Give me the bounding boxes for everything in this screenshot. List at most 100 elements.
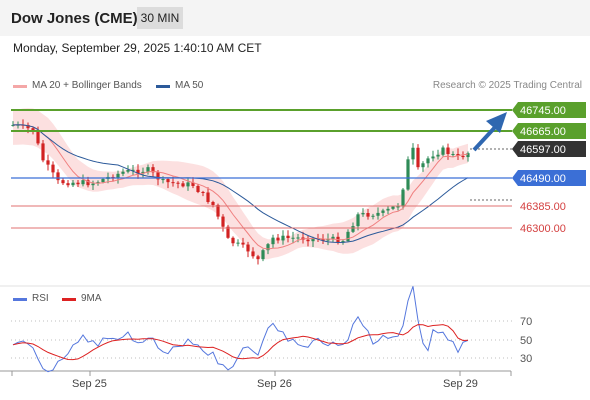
forecast-arrow-head — [486, 112, 507, 133]
candle-body — [376, 212, 380, 216]
candle-body — [276, 237, 280, 241]
time-label-sep25: Sep 25 — [72, 378, 107, 390]
candle-body — [11, 124, 15, 126]
timeframe-button[interactable]: 30 MIN — [137, 7, 183, 29]
level-tag-s2-text: 46300.00 — [520, 223, 566, 235]
candle-body — [136, 169, 140, 174]
candle-body — [311, 238, 315, 242]
candle-body — [66, 183, 70, 186]
rsi-line — [12, 286, 469, 373]
candle-body — [426, 158, 430, 164]
ma9-legend-swatch — [62, 298, 76, 301]
level-tag-r2: 46745.00 — [512, 102, 586, 118]
candle-body — [61, 180, 65, 184]
candle-body — [86, 180, 90, 186]
level-tag-r1-text: 46665.00 — [520, 126, 566, 138]
candle-body — [346, 231, 350, 242]
bollinger-band-area — [13, 108, 468, 260]
candle-body — [406, 159, 410, 190]
ma50-legend-swatch — [156, 85, 170, 88]
rsi-ma9-line — [12, 324, 469, 361]
candle-body — [356, 214, 360, 227]
candle-body — [411, 147, 415, 160]
candle-body — [171, 182, 175, 184]
header-bar: Dow Jones (CME) 30 MIN — [0, 0, 590, 36]
candle-body — [101, 179, 105, 183]
candle-body — [271, 237, 275, 245]
candlesticks — [11, 119, 470, 265]
level-tag-r1: 46665.00 — [512, 123, 586, 139]
rsi-legend-label: RSI — [32, 293, 49, 304]
candle-body — [266, 244, 270, 251]
candle-body — [36, 130, 40, 144]
candle-body — [306, 239, 310, 242]
ma50-legend-label: MA 50 — [175, 80, 204, 91]
candle-body — [371, 215, 375, 217]
candle-body — [51, 164, 55, 173]
ma20-legend-swatch — [13, 85, 27, 88]
candle-body — [161, 179, 165, 181]
ma50-line — [12, 124, 469, 244]
level-tag-r2-text: 46745.00 — [520, 105, 566, 117]
candle-body — [331, 236, 335, 239]
candle-body — [441, 147, 445, 155]
candle-body — [31, 128, 35, 131]
candle-body — [431, 156, 435, 159]
candle-body — [41, 143, 45, 161]
candle-body — [396, 206, 400, 208]
candle-body — [236, 242, 240, 244]
ma9-legend-label: 9MA — [81, 293, 102, 304]
candle-body — [466, 153, 470, 158]
level-tag-last-text: 46597.00 — [520, 144, 566, 156]
candle-body — [391, 206, 395, 209]
level-tag-last: 46597.00 — [512, 141, 586, 157]
candle-body — [326, 238, 330, 241]
candle-body — [81, 180, 85, 185]
candle-body — [56, 172, 60, 181]
candle-body — [341, 241, 345, 243]
candle-body — [91, 183, 95, 186]
candle-body — [206, 192, 210, 202]
time-label-sep29: Sep 29 — [443, 378, 478, 390]
candle-body — [246, 244, 250, 252]
candle-body — [201, 191, 205, 193]
candle-body — [321, 239, 325, 241]
candle-body — [26, 124, 30, 129]
candle-body — [446, 147, 450, 155]
candle-body — [71, 182, 75, 186]
instrument-title: Dow Jones (CME) — [11, 10, 138, 27]
level-tag-s1-text: 46385.00 — [520, 201, 566, 213]
forecast-arrow-shaft — [472, 122, 500, 152]
candle-body — [361, 212, 365, 215]
candle-body — [141, 171, 145, 174]
candle-body — [191, 182, 195, 186]
candle-body — [76, 182, 80, 185]
candle-body — [151, 167, 155, 173]
candle-body — [146, 167, 150, 172]
candle-body — [166, 179, 170, 183]
credit-text: Research © 2025 Trading Central — [432, 80, 582, 91]
rsi-legend-swatch — [13, 298, 27, 301]
candle-body — [436, 154, 440, 157]
candle-body — [386, 208, 390, 211]
candle-body — [156, 172, 160, 180]
candle-body — [296, 237, 300, 239]
candle-body — [121, 171, 125, 174]
rsi-level-70: 70 — [520, 316, 532, 328]
candle-body — [241, 242, 245, 245]
candle-body — [381, 210, 385, 213]
candle-body — [451, 153, 455, 155]
candle-body — [256, 256, 260, 260]
candle-body — [286, 235, 290, 238]
candle-body — [221, 216, 225, 227]
ma20-legend-label: MA 20 + Bollinger Bands — [32, 80, 142, 91]
candle-body — [366, 212, 370, 217]
candle-body — [291, 237, 295, 239]
rsi-level-50: 50 — [520, 335, 532, 347]
timestamp: Monday, September 29, 2025 1:40:10 AM CE… — [13, 41, 262, 55]
candle-body — [216, 204, 220, 217]
candle-body — [211, 201, 215, 205]
candle-body — [251, 251, 255, 257]
candle-body — [416, 147, 420, 168]
